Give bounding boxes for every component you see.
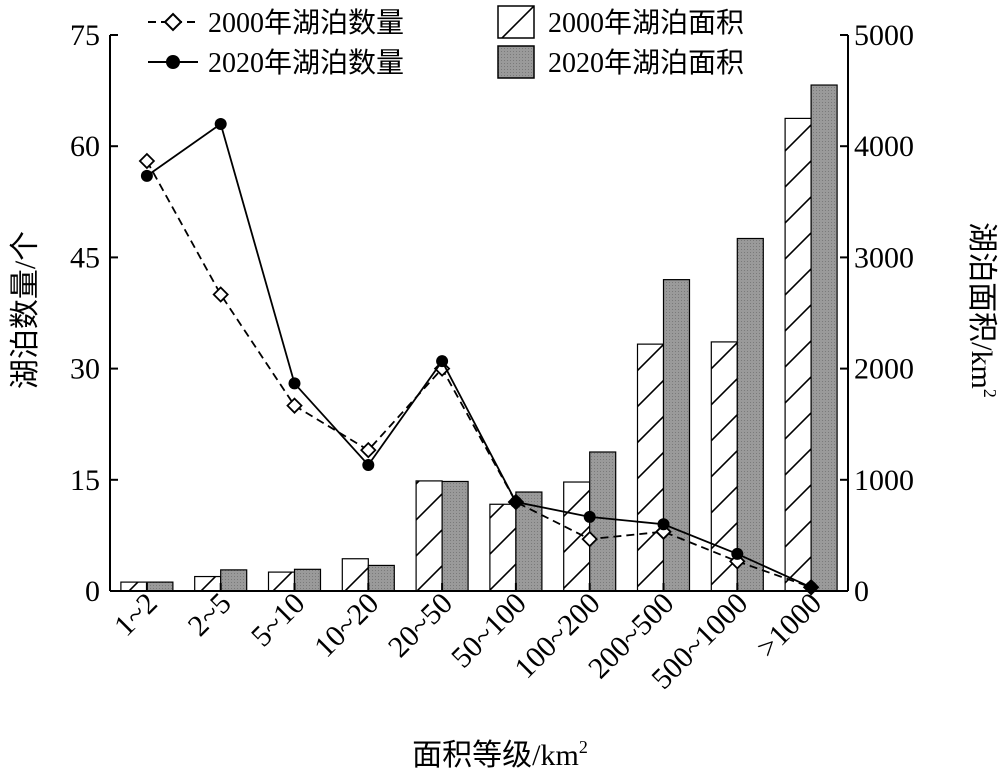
bar-2000-area-1 [194,575,222,592]
bar-2000-area-7 [636,343,665,592]
bar-2000-area-5 [489,503,517,592]
legend-item-2020-area: 2020年湖泊面积 [497,45,744,79]
bar-2020-area-4 [441,480,469,592]
left-tick-label-4: 60 [70,130,100,163]
right-axis-title-sup: 2 [980,389,1000,398]
marker-2000-count-6 [581,530,598,548]
x-axis-title: 面积等级/km2 [412,737,588,772]
right-tick-label-1: 1000 [854,464,914,497]
left-tick-label-3: 45 [70,241,100,274]
legend-label-2020-count: 2020年湖泊数量 [208,47,404,79]
bar-2000-area-4 [415,480,443,592]
marker-2020-count-5 [509,496,522,509]
marker-2020-count-1 [214,117,227,130]
left-tick-label-0: 0 [85,575,100,608]
marker-2000-count-3 [360,441,377,459]
marker-2020-count-7 [657,518,670,531]
bars-layer [120,84,838,592]
marker-2000-count-7 [655,523,672,540]
legend-label-2000-count: 2000年湖泊数量 [208,7,404,39]
bar-2020-area-2 [293,568,322,592]
legend: 2000年湖泊数量 2020年湖泊数量 2000年湖泊面积 2020年湖泊面积 [148,5,744,79]
marker-2000-count-0 [138,152,156,170]
bar-2020-area-0 [146,581,174,592]
left-axis-title: 湖泊数量/个 [9,231,42,389]
bar-2000-area-9 [784,117,812,592]
marker-2020-count-8 [731,547,744,560]
legend-item-2000-area: 2000年湖泊面积 [497,5,744,39]
bar-2000-area-2 [267,571,296,592]
x-axis-title-sup: 2 [579,737,588,757]
left-tick-label-1: 15 [70,464,100,497]
legend-label-2000-area: 2000年湖泊面积 [548,7,744,39]
right-tick-label-0: 0 [854,575,869,608]
legend-label-2020-area: 2020年湖泊面积 [548,47,744,79]
bar-2020-area-7 [662,279,691,592]
x-tick-label-0: 1~2 [108,587,164,643]
x-tick-label-2: 5~10 [245,587,312,654]
bar-2020-area-9 [810,84,838,592]
marker-2020-count-2 [288,377,301,390]
right-tick-label-2: 2000 [854,353,914,386]
left-tick-label-2: 30 [70,353,100,386]
lines-layer [138,117,820,596]
bar-2000-area-3 [341,558,369,592]
marker-2020-count-3 [362,458,375,471]
bar-2020-area-8 [736,237,764,592]
bar-2020-area-5 [515,491,543,592]
marker-2020-count-0 [140,169,153,182]
line-2020-count [146,122,812,589]
right-tick-label-5: 5000 [854,19,914,52]
marker-2000-count-1 [212,286,229,303]
x-tick-label-1: 2~5 [182,587,238,643]
legend-item-2020-count: 2020年湖泊数量 [148,47,404,79]
right-axis-title: 湖泊面积/km2 [965,222,1000,398]
right-axis-title-text: 湖泊面积/km [965,222,998,389]
marker-2000-count-2 [286,397,303,414]
marker-2020-count-6 [583,510,596,523]
left-tick-label-5: 75 [70,19,100,52]
bar-2020-area-6 [589,451,617,592]
right-tick-label-3: 3000 [854,241,914,274]
bar-2020-area-1 [220,569,248,592]
bar-2020-area-3 [367,564,395,592]
right-tick-label-4: 4000 [854,130,914,163]
legend-item-2000-count: 2000年湖泊数量 [148,7,404,39]
x-axis-title-text: 面积等级/km [412,739,579,772]
x-tick-label-9: >1000 [750,587,828,665]
marker-2020-count-4 [436,355,449,368]
x-tick-label-3: 10~20 [308,587,385,664]
